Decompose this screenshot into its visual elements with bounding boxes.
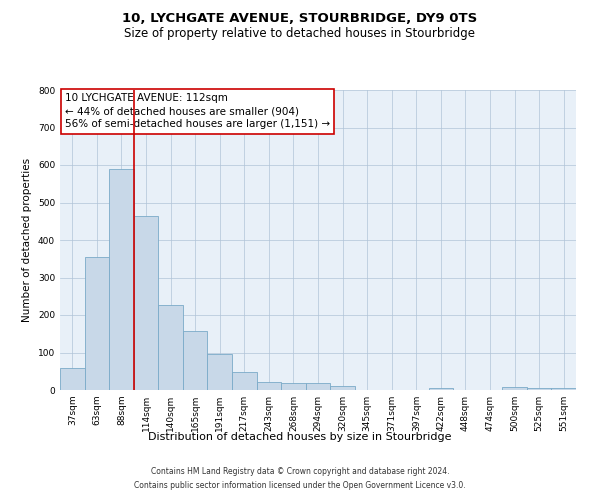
Bar [281, 383, 306, 390]
Bar [257, 382, 281, 390]
Bar [60, 368, 85, 390]
Text: Contains HM Land Registry data © Crown copyright and database right 2024.: Contains HM Land Registry data © Crown c… [151, 467, 449, 476]
Bar [85, 257, 109, 390]
Bar [109, 169, 134, 390]
Text: Contains public sector information licensed under the Open Government Licence v3: Contains public sector information licen… [134, 481, 466, 490]
Bar [158, 304, 183, 390]
Bar [134, 216, 158, 390]
Text: 10, LYCHGATE AVENUE, STOURBRIDGE, DY9 0TS: 10, LYCHGATE AVENUE, STOURBRIDGE, DY9 0T… [122, 12, 478, 26]
Bar [306, 383, 330, 390]
Bar [208, 354, 232, 390]
Bar [527, 388, 551, 390]
Y-axis label: Number of detached properties: Number of detached properties [22, 158, 32, 322]
Bar [502, 387, 527, 390]
Bar [428, 388, 453, 390]
Bar [183, 331, 208, 390]
Bar [232, 372, 257, 390]
Text: Distribution of detached houses by size in Stourbridge: Distribution of detached houses by size … [148, 432, 452, 442]
Text: Size of property relative to detached houses in Stourbridge: Size of property relative to detached ho… [125, 28, 476, 40]
Text: 10 LYCHGATE AVENUE: 112sqm
← 44% of detached houses are smaller (904)
56% of sem: 10 LYCHGATE AVENUE: 112sqm ← 44% of deta… [65, 93, 330, 130]
Bar [330, 386, 355, 390]
Bar [551, 388, 576, 390]
